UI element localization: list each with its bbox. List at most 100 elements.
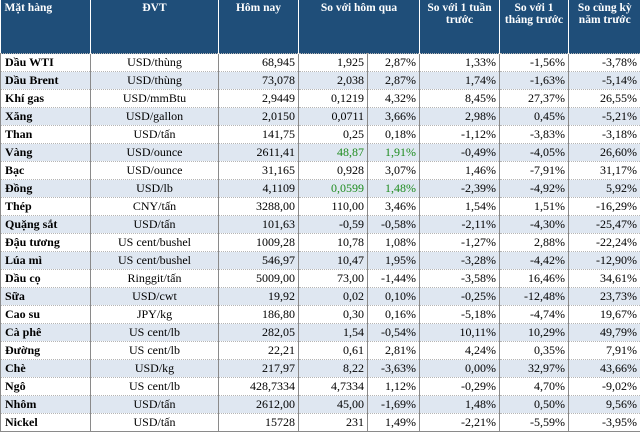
cell-item: Cà phê <box>1 324 91 342</box>
cell-today: 2611,41 <box>219 144 299 162</box>
cell-unit: USD/ounce <box>91 144 219 162</box>
cell-unit: US cent/lb <box>91 342 219 360</box>
cell-unit: USD/ounce <box>91 162 219 180</box>
cell-item: Cao su <box>1 306 91 324</box>
cell-change-pct: 3,46% <box>368 198 420 216</box>
cell-vs-month: -1,63% <box>500 72 569 90</box>
cell-unit: Ringgit/tấn <box>91 270 219 288</box>
cell-unit: USD/tấn <box>91 396 219 414</box>
cell-unit: USD/thùng <box>91 54 219 72</box>
cell-today: 1009,28 <box>219 234 299 252</box>
cell-vs-year: 7,91% <box>569 342 640 360</box>
header-item: Mặt hàng <box>1 0 91 54</box>
cell-change-pct: -1,69% <box>368 396 420 414</box>
cell-today: 19,92 <box>219 288 299 306</box>
header-today: Hôm nay <box>219 0 299 54</box>
cell-vs-month: -1,56% <box>500 54 569 72</box>
cell-unit: USD/mmBtu <box>91 90 219 108</box>
cell-change: 73,00 <box>299 270 368 288</box>
header-row: Mặt hàng ĐVT Hôm nay So với hôm qua So v… <box>1 0 640 54</box>
cell-vs-week: 8,45% <box>420 90 500 108</box>
cell-today: 68,945 <box>219 54 299 72</box>
cell-vs-month: 4,70% <box>500 378 569 396</box>
cell-vs-month: -4,42% <box>500 252 569 270</box>
cell-vs-year: -9,02% <box>569 378 640 396</box>
cell-vs-week: 2,98% <box>420 108 500 126</box>
cell-vs-week: 1,33% <box>420 54 500 72</box>
header-vs-month: So với 1 tháng trước <box>500 0 569 54</box>
cell-unit: US cent/bushel <box>91 234 219 252</box>
cell-unit: USD/tấn <box>91 414 219 432</box>
cell-vs-week: -2,39% <box>420 180 500 198</box>
cell-vs-year: -25,47% <box>569 216 640 234</box>
cell-change: 0,928 <box>299 162 368 180</box>
cell-item: Xăng <box>1 108 91 126</box>
cell-unit: USD/cwt <box>91 288 219 306</box>
cell-vs-month: -7,91% <box>500 162 569 180</box>
cell-vs-year: 26,55% <box>569 90 640 108</box>
cell-vs-year: 43,66% <box>569 360 640 378</box>
cell-change: 1,925 <box>299 54 368 72</box>
cell-unit: USD/thùng <box>91 72 219 90</box>
cell-unit: USD/lb <box>91 180 219 198</box>
cell-item: Lúa mì <box>1 252 91 270</box>
cell-unit: USD/gallon <box>91 108 219 126</box>
cell-today: 101,63 <box>219 216 299 234</box>
cell-vs-year: 49,79% <box>569 324 640 342</box>
cell-item: Quặng sắt <box>1 216 91 234</box>
cell-item: Bạc <box>1 162 91 180</box>
cell-item: Dầu cọ <box>1 270 91 288</box>
cell-change-pct: 1,91% <box>368 144 420 162</box>
cell-unit: USD/tấn <box>91 216 219 234</box>
cell-vs-year: -22,24% <box>569 234 640 252</box>
cell-vs-year: -16,29% <box>569 198 640 216</box>
cell-vs-year: -5,21% <box>569 108 640 126</box>
header-vs-week: So với 1 tuần trước <box>420 0 500 54</box>
cell-unit: USD/kg <box>91 360 219 378</box>
cell-change-pct: -0,54% <box>368 324 420 342</box>
cell-change-pct: 2,87% <box>368 54 420 72</box>
cell-change: 0,02 <box>299 288 368 306</box>
header-vs-yesterday: So với hôm qua <box>299 0 420 54</box>
cell-change: 110,00 <box>299 198 368 216</box>
cell-vs-year: -5,14% <box>569 72 640 90</box>
cell-item: Thép <box>1 198 91 216</box>
cell-today: 546,97 <box>219 252 299 270</box>
cell-vs-week: -3,58% <box>420 270 500 288</box>
cell-vs-year: -3,78% <box>569 54 640 72</box>
cell-item: Nickel <box>1 414 91 432</box>
cell-item: Khí gas <box>1 90 91 108</box>
cell-item: Chè <box>1 360 91 378</box>
cell-vs-year: 5,92% <box>569 180 640 198</box>
cell-change: 48,87 <box>299 144 368 162</box>
cell-change: 1,54 <box>299 324 368 342</box>
cell-vs-week: -2,11% <box>420 216 500 234</box>
cell-vs-month: 16,46% <box>500 270 569 288</box>
cell-item: Nhôm <box>1 396 91 414</box>
cell-vs-year: -3,95% <box>569 414 640 432</box>
cell-unit: US cent/lb <box>91 378 219 396</box>
cell-change: 8,22 <box>299 360 368 378</box>
cell-change-pct: 3,66% <box>368 108 420 126</box>
cell-change: 0,0711 <box>299 108 368 126</box>
cell-change: 10,78 <box>299 234 368 252</box>
cell-vs-month: -5,59% <box>500 414 569 432</box>
cell-change: -0,59 <box>299 216 368 234</box>
cell-today: 4,1109 <box>219 180 299 198</box>
cell-item: Ngô <box>1 378 91 396</box>
cell-vs-month: 0,50% <box>500 396 569 414</box>
